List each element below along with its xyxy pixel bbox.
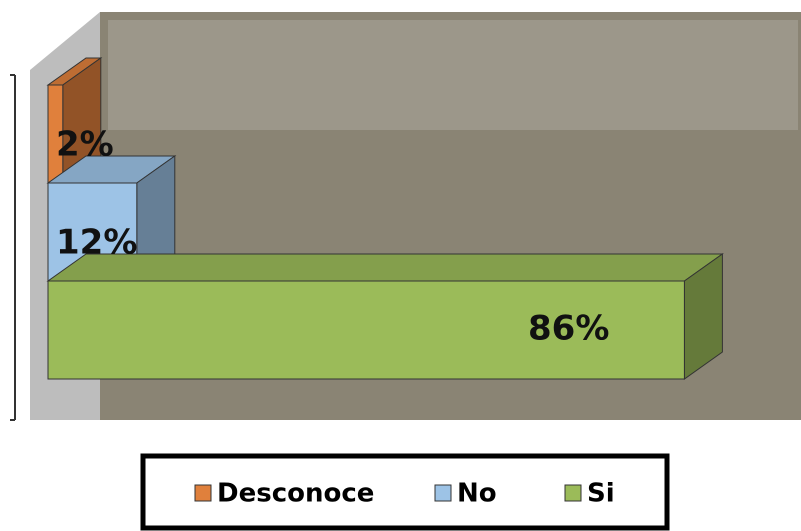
bar-top xyxy=(46,253,724,282)
legend-swatch xyxy=(434,484,452,502)
legend-label: Desconoce xyxy=(217,479,374,509)
data-label: 12% xyxy=(56,222,137,262)
photo-area xyxy=(108,20,798,130)
legend-swatch xyxy=(194,484,212,502)
data-label: 2% xyxy=(56,124,114,164)
legend-swatch xyxy=(564,484,582,502)
legend-label: No xyxy=(457,479,497,509)
bar xyxy=(47,280,685,380)
legend-label: Si xyxy=(587,479,615,509)
data-label: 86% xyxy=(528,309,609,349)
